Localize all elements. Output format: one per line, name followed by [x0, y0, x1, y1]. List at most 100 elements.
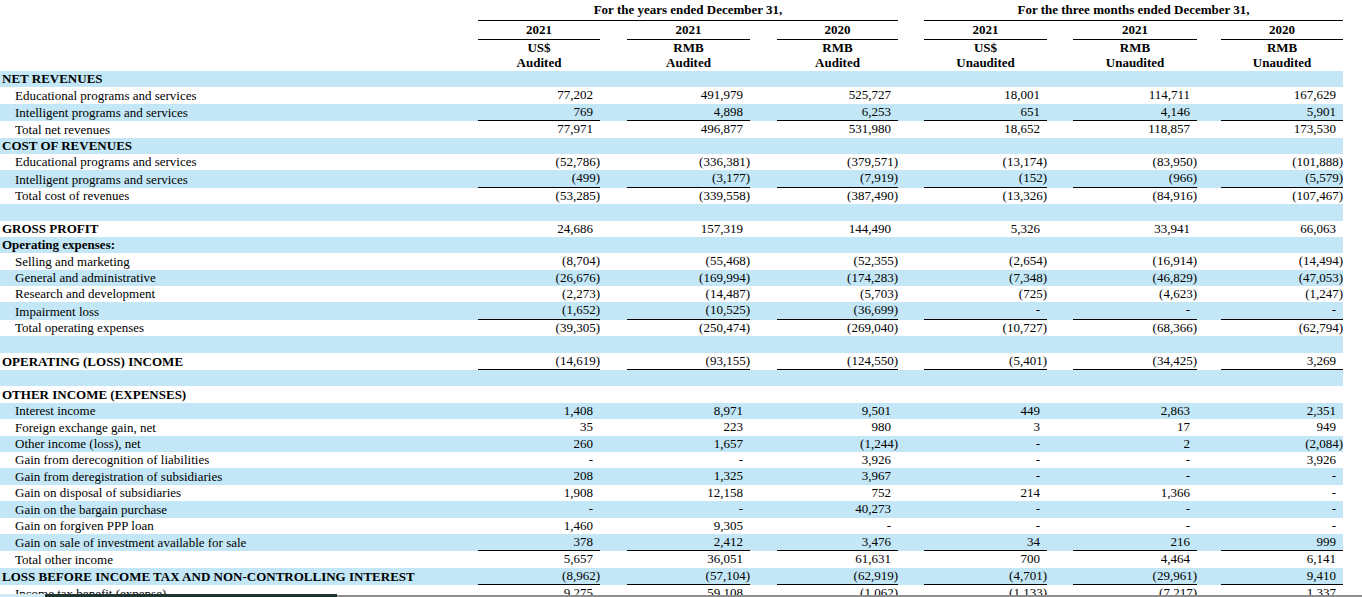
cell-q2021-usd: (152)	[898, 170, 1047, 187]
cell-q2020-rmb: 5,901	[1197, 104, 1343, 121]
cell-value-box: 3,967	[777, 468, 898, 484]
header-label-spacer	[0, 0, 478, 21]
cell-value-box: (5,401)	[924, 353, 1047, 370]
cell-q2021-usd: 3	[898, 419, 1047, 435]
cell-y2021-rmb: 9,305	[600, 518, 750, 534]
column-currency-text: US$	[478, 40, 600, 55]
cell-y2020-rmb: (52,355)	[750, 253, 898, 269]
cell-value-box	[1221, 386, 1343, 402]
cell-q2021-usd	[898, 336, 1047, 352]
header-label-spacer	[0, 40, 478, 55]
column-currency-q2020-rmb: RMB	[1197, 40, 1343, 55]
cell-value: (68,366)	[1153, 320, 1197, 336]
cell-value-box	[627, 386, 750, 402]
table-row: Impairment loss(1,652)(10,525)(36,699)--…	[0, 302, 1343, 319]
cell-value: (16,914)	[1153, 253, 1197, 269]
cell-value-box: -	[1073, 518, 1197, 534]
row-label: Gain on the bargain purchase	[0, 501, 478, 517]
cell-value-box: -	[1073, 302, 1197, 319]
cell-value-box	[777, 336, 898, 352]
cell-value-box: 1,460	[478, 518, 600, 534]
cell-y2020-rmb: (379,571)	[750, 154, 898, 170]
cell-value-box: (2,654)	[924, 253, 1047, 269]
cell-q2021-usd	[898, 204, 1047, 220]
column-audit-text: Audited	[478, 55, 600, 71]
cell-y2021-rmb: -	[600, 452, 750, 468]
column-year-text: 2020	[1221, 21, 1343, 40]
cell-value: (1,247)	[1305, 286, 1343, 302]
cell-value-box: 5,657	[478, 551, 600, 567]
cell-value: (1,652)	[562, 302, 600, 318]
cell-value-box: 17	[1073, 419, 1197, 435]
cell-value-box: -	[777, 518, 898, 534]
cell-y2020-rmb: 144,490	[750, 221, 898, 237]
row-label: Other income (loss), net	[0, 436, 478, 452]
row-label: Total net revenues	[0, 121, 478, 137]
row-label: Foreign exchange gain, net	[0, 419, 478, 435]
cell-value: (250,474)	[699, 320, 750, 336]
cell-value: -	[887, 518, 898, 534]
cell-y2021-usd: 208	[478, 468, 600, 484]
cell-value-box	[924, 71, 1047, 87]
cell-q2021-rmb: (966)	[1047, 170, 1197, 187]
cell-value: 18,652	[1004, 121, 1047, 137]
cell-y2021-usd: (8,704)	[478, 253, 600, 269]
cell-value-box: -	[1221, 485, 1343, 501]
table-row: Gain from deregistration of subsidiaries…	[0, 468, 1343, 484]
cell-y2021-rmb: 157,319	[600, 221, 750, 237]
cell-value: (107,467)	[1292, 188, 1343, 204]
cell-value-box: 12,158	[627, 485, 750, 501]
cell-value: (13,174)	[1003, 154, 1047, 170]
cell-value: -	[1332, 518, 1343, 534]
section-row: LOSS BEFORE INCOME TAX AND NON-CONTROLLI…	[0, 568, 1343, 585]
cell-value-box: (93,155)	[627, 353, 750, 370]
cell-y2020-rmb	[750, 237, 898, 253]
cell-value-box: 769	[478, 104, 600, 121]
cell-q2021-usd: -	[898, 452, 1047, 468]
cell-value-box	[1221, 204, 1343, 220]
cell-value: (2,273)	[562, 286, 600, 302]
cell-q2020-rmb	[1197, 386, 1343, 402]
cell-value-box: 1,908	[478, 485, 600, 501]
cell-value: 1,460	[564, 518, 600, 534]
header-label-spacer	[0, 55, 478, 71]
cell-value: (52,786)	[556, 154, 600, 170]
cell-y2020-rmb	[750, 370, 898, 386]
cell-value-box	[478, 204, 600, 220]
cell-value-box: 157,319	[627, 221, 750, 237]
table-row: Selling and marketing(8,704)(55,468)(52,…	[0, 253, 1343, 269]
cell-q2020-rmb: (14,494)	[1197, 253, 1343, 269]
row-label: Gain on disposal of subsidiaries	[0, 485, 478, 501]
cell-y2020-rmb	[750, 71, 898, 87]
income-statement-page: For the years ended December 31, For the…	[0, 0, 1362, 597]
cell-y2020-rmb: 6,253	[750, 104, 898, 121]
cell-value: 5,657	[564, 551, 600, 567]
cell-value-box: (62,794)	[1221, 320, 1343, 336]
cell-value-box: 9,410	[1221, 568, 1343, 585]
cell-y2021-usd: 77,202	[478, 87, 600, 103]
cell-value-box	[627, 204, 750, 220]
cell-y2021-usd	[478, 370, 600, 386]
header-years-row: 202120212020202120212020	[0, 21, 1343, 40]
cell-y2021-usd: (52,786)	[478, 154, 600, 170]
cell-q2021-rmb: -	[1047, 468, 1197, 484]
cell-q2021-rmb	[1047, 237, 1197, 253]
cell-q2021-rmb: -	[1047, 452, 1197, 468]
cell-q2020-rmb: 3,269	[1197, 353, 1343, 370]
cell-value-box	[627, 71, 750, 87]
cell-q2021-rmb: (34,425)	[1047, 353, 1197, 370]
cell-q2021-usd: (13,174)	[898, 154, 1047, 170]
column-audit-y2021-usd: Audited	[478, 55, 600, 71]
cell-value: (5,579)	[1305, 170, 1343, 186]
column-currency-text: RMB	[1073, 40, 1197, 55]
cell-value-box	[478, 237, 600, 253]
cell-value-box	[1073, 71, 1197, 87]
cell-value-box: 949	[1221, 419, 1343, 435]
cell-value-box: (7,348)	[924, 270, 1047, 286]
cell-value-box: 223	[627, 419, 750, 435]
cell-value: (152)	[1019, 170, 1047, 186]
row-label: Gain from derecognition of liabilities	[0, 452, 478, 468]
cell-value: (52,355)	[854, 253, 898, 269]
cell-value: -	[1036, 436, 1047, 452]
cell-q2021-usd: (725)	[898, 286, 1047, 302]
